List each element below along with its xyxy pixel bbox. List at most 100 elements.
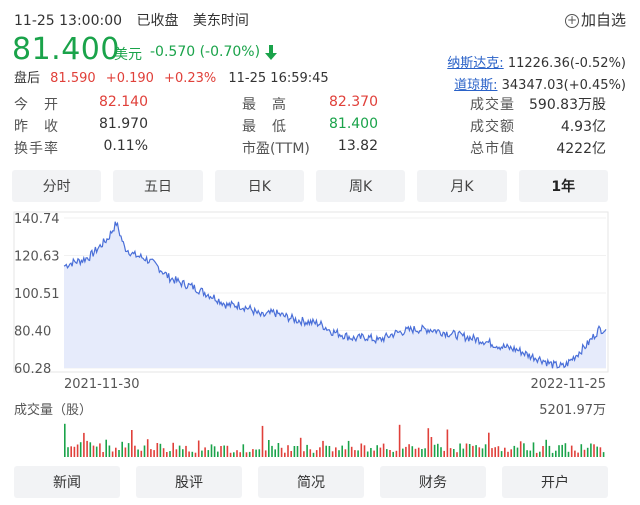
volume-bar xyxy=(564,443,567,457)
volume-bar xyxy=(79,442,82,457)
volume-bar xyxy=(287,445,289,457)
y-tick-label: 100.51 xyxy=(14,287,60,302)
volume-bar xyxy=(264,450,267,457)
volume-bar xyxy=(124,447,127,457)
volume-bar xyxy=(529,450,532,457)
nav-profile[interactable]: 简况 xyxy=(258,466,364,498)
volume-bar xyxy=(465,443,468,457)
volume-bar xyxy=(172,442,174,457)
x-axis-end-label: 2022-11-25 xyxy=(530,377,606,392)
index-name[interactable]: 纳斯达克: xyxy=(447,56,504,71)
volume-bar xyxy=(229,452,232,457)
volume-bar xyxy=(293,446,296,457)
y-axis-ticks: 140.74 120.63 100.51 80.40 60.28 xyxy=(14,212,60,377)
volume-bar xyxy=(242,444,245,457)
tab-monthly-k[interactable]: 月K xyxy=(417,170,507,202)
stat-value-open: 82.140 xyxy=(99,94,148,110)
volume-bar xyxy=(497,446,500,457)
volume-bar xyxy=(245,452,248,457)
volume-bar xyxy=(386,449,388,457)
volume-bar xyxy=(350,446,353,457)
volume-bar xyxy=(166,452,168,457)
volume-bar xyxy=(105,439,107,457)
plus-circle-icon: + xyxy=(564,13,579,28)
volume-bar xyxy=(118,450,120,457)
after-hours-row: 盘后 81.590 +0.190 +0.23% 11-25 16:59:45 xyxy=(14,67,329,86)
index-value: 34347.03(+0.45%) xyxy=(501,78,626,93)
currency-label: 美元 xyxy=(114,47,142,63)
volume-bar xyxy=(357,450,359,457)
index-dowjones[interactable]: 道琼斯: 34347.03(+0.45%) xyxy=(454,74,626,93)
volume-bar xyxy=(443,450,445,457)
volume-bar xyxy=(140,450,143,457)
volume-bar xyxy=(532,442,535,457)
add-watchlist-button[interactable]: + 加自选 xyxy=(564,9,626,30)
tab-intraday[interactable]: 分时 xyxy=(12,170,102,202)
volume-bar xyxy=(252,449,254,457)
volume-bar xyxy=(590,443,592,457)
tab-five-day[interactable]: 五日 xyxy=(113,170,203,202)
volume-bar xyxy=(370,448,372,457)
quote-header: 11-25 13:00:00 已收盘 美东时间 xyxy=(14,10,259,30)
volume-bar xyxy=(146,439,149,457)
nav-reviews[interactable]: 股评 xyxy=(136,466,242,498)
period-tabs: 分时 五日 日K 周K 月K 1年 xyxy=(12,170,608,202)
volume-bar xyxy=(475,445,477,457)
volume-bar xyxy=(488,432,490,457)
stat-value-market-cap: 4222亿 xyxy=(556,141,606,157)
volume-bar xyxy=(73,446,76,457)
volume-bar xyxy=(472,445,474,457)
volume-bar xyxy=(127,443,130,457)
volume-bar xyxy=(115,447,117,457)
price-area-fill xyxy=(64,221,606,369)
volume-bar xyxy=(331,451,334,457)
volume-bar xyxy=(312,452,315,457)
volume-bar xyxy=(347,440,350,457)
volume-bar xyxy=(201,450,203,457)
nav-financials[interactable]: 财务 xyxy=(380,466,486,498)
volume-bar xyxy=(175,449,178,457)
volume-bar xyxy=(92,445,95,457)
volume-bar xyxy=(156,443,159,457)
volume-bar xyxy=(551,452,554,457)
volume-bar xyxy=(586,447,589,457)
volume-bar xyxy=(258,449,261,457)
volume-bar xyxy=(395,450,398,457)
y-tick-label: 120.63 xyxy=(14,250,60,265)
volume-bar xyxy=(593,444,595,457)
volume-bar xyxy=(360,443,363,457)
volume-bar xyxy=(178,445,181,457)
tab-weekly-k[interactable]: 周K xyxy=(315,170,406,202)
volume-bar xyxy=(596,446,598,457)
stat-label-prev-close: 昨 收 xyxy=(14,119,59,135)
tab-daily-k[interactable]: 日K xyxy=(214,170,304,202)
volume-bar xyxy=(210,444,213,457)
volume-bar xyxy=(555,450,557,457)
stat-label-pe: 市盈(TTM) xyxy=(242,141,310,157)
volume-bar xyxy=(70,446,72,457)
volume-bar xyxy=(169,451,171,457)
volume-bar xyxy=(561,444,563,457)
volume-bar xyxy=(185,445,187,457)
volume-bar xyxy=(95,446,98,457)
bottom-nav: 新闻 股评 简况 财务 开户 xyxy=(14,466,608,498)
after-hours-label: 盘后 xyxy=(14,71,41,86)
nav-open-account[interactable]: 开户 xyxy=(502,466,608,498)
stat-label-volume: 成交量 xyxy=(470,97,515,113)
stat-label-amount: 成交额 xyxy=(470,119,515,135)
volume-bar xyxy=(542,446,544,457)
volume-bar xyxy=(134,445,136,457)
stat-label-open: 今 开 xyxy=(14,97,59,113)
index-name[interactable]: 道琼斯: xyxy=(454,78,498,93)
add-watchlist-label: 加自选 xyxy=(580,11,626,29)
index-nasdaq[interactable]: 纳斯达克: 11226.36(-0.52%) xyxy=(447,52,626,71)
volume-bar xyxy=(284,452,286,457)
volume-bar xyxy=(526,450,528,457)
tab-one-year[interactable]: 1年 xyxy=(518,170,608,202)
nav-news[interactable]: 新闻 xyxy=(14,466,120,498)
volume-bar xyxy=(513,445,516,457)
volume-bar xyxy=(446,429,449,457)
volume-bar xyxy=(261,425,264,457)
volume-bar xyxy=(255,449,257,457)
